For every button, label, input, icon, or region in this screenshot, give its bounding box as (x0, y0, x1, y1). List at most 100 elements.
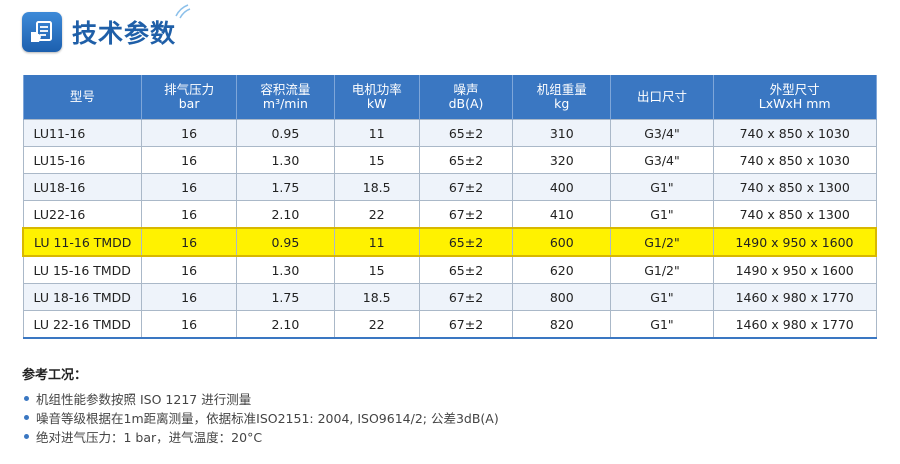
table-cell: 67±2 (418, 283, 514, 311)
table-row: LU 22-16 TMDD 16 2.10 22 67±2 820 G1" 1460 x 98… (22, 310, 877, 339)
table-cell: 67±2 (418, 310, 514, 339)
table-cell: 0.95 (235, 119, 335, 147)
model-cell: LU15-16 (22, 146, 143, 174)
table-cell: 16 (141, 255, 237, 284)
table-cell: 67±2 (418, 173, 514, 201)
table-cell: G1" (610, 283, 714, 311)
model-cell: LU18-16 (22, 173, 143, 201)
table-cell: 740 x 850 x 1030 (712, 119, 877, 147)
column-header-unit: kg (554, 96, 570, 111)
table-cell: 740 x 850 x 1300 (712, 200, 877, 229)
note-item: 噪音等级根据在1m距离测量，依据标准ISO2151: 2004, ISO9614… (22, 408, 499, 427)
table-cell: 1.30 (235, 255, 335, 284)
model-cell: LU 15-16 TMDD (22, 255, 143, 284)
table-cell: 15 (333, 146, 420, 174)
reference-conditions: 参考工况： 机组性能参数按照 ISO 1217 进行测量噪音等级根据在1m距离测… (22, 364, 499, 446)
page-title: 技术参数 (72, 19, 177, 48)
table-cell: 800 (512, 283, 612, 311)
table-cell: 1460 x 980 x 1770 (712, 283, 877, 311)
table-cell: 16 (141, 227, 237, 257)
table-row: LU11-16 16 0.95 11 65±2 310 G3/4" 740 x 850 x 1… (22, 119, 877, 147)
column-header-unit: bar (178, 96, 200, 111)
table-cell: G1" (610, 200, 714, 229)
table-cell: 2.10 (235, 200, 335, 229)
table-cell: 600 (512, 227, 612, 257)
column-header: 型号 (22, 75, 143, 120)
table-cell: 16 (141, 119, 237, 147)
column-header-label: 排气压力 (164, 82, 215, 97)
table-cell: 740 x 850 x 1030 (712, 146, 877, 174)
table-cell: 620 (512, 255, 612, 284)
table-cell: 67±2 (418, 200, 514, 229)
model-cell: LU22-16 (22, 200, 143, 229)
table-cell: 22 (333, 200, 420, 229)
table-cell: 1.30 (235, 146, 335, 174)
table-cell: 1490 x 950 x 1600 (712, 227, 877, 257)
column-header: 噪声 dB(A) (418, 75, 514, 120)
column-header-label: 型号 (69, 89, 95, 104)
table-cell: 16 (141, 146, 237, 174)
bullet-icon (24, 415, 29, 420)
table-cell: 0.95 (235, 227, 335, 257)
table-cell: 16 (141, 200, 237, 229)
table-cell: 22 (333, 310, 420, 339)
table-cell: 65±2 (418, 119, 514, 147)
column-header-label: 电机功率 (351, 82, 402, 97)
table-cell: 740 x 850 x 1300 (712, 173, 877, 201)
table-cell: 65±2 (418, 227, 514, 257)
table-cell: 1490 x 950 x 1600 (712, 255, 877, 284)
column-header: 机组重量 kg (512, 75, 612, 120)
table-cell: 16 (141, 173, 237, 201)
table-cell: G3/4" (610, 119, 714, 147)
table-cell: 16 (141, 283, 237, 311)
table-cell: 11 (333, 119, 420, 147)
column-header-label: 容积流量 (260, 82, 311, 97)
table-cell: 400 (512, 173, 612, 201)
document-hand-icon (22, 12, 62, 52)
table-cell: 15 (333, 255, 420, 284)
table-row: LU 18-16 TMDD 16 1.75 18.5 67±2 800 G1" 1460 x … (22, 283, 877, 311)
column-header-label: 外型尺寸 (769, 82, 820, 97)
table-cell: 18.5 (333, 173, 420, 201)
table-cell: 65±2 (418, 146, 514, 174)
table-row: LU18-16 16 1.75 18.5 67±2 400 G1" 740 x 850 x 1… (22, 173, 877, 201)
table-row-highlighted: LU 11-16 TMDD 16 0.95 11 65±2 600 G1/2" 1490 x … (22, 227, 877, 257)
column-header-unit: m³/min (262, 96, 308, 111)
model-cell: LU 22-16 TMDD (22, 310, 143, 339)
table-cell: 18.5 (333, 283, 420, 311)
table-cell: 1460 x 980 x 1770 (712, 310, 877, 339)
note-item: 机组性能参数按照 ISO 1217 进行测量 (22, 389, 499, 408)
table-cell: 310 (512, 119, 612, 147)
note-text: 噪音等级根据在1m距离测量，依据标准ISO2151: 2004, ISO9614… (36, 411, 499, 426)
bullet-icon (24, 396, 29, 401)
note-text: 机组性能参数按照 ISO 1217 进行测量 (36, 392, 252, 407)
model-cell: LU11-16 (22, 119, 143, 147)
table-row: LU 15-16 TMDD 16 1.30 15 65±2 620 G1/2" 1490 x … (22, 255, 877, 284)
table-header-row: 型号 排气压力 bar 容积流量 m³/min 电机功率 kW 噪声 dB(A) 机组重量 kg 出口… (22, 75, 877, 120)
table-cell: G1/2" (610, 227, 714, 257)
column-header: 电机功率 kW (333, 75, 420, 120)
table-cell: G1" (610, 173, 714, 201)
column-header: 出口尺寸 (610, 75, 714, 120)
column-header-label: 机组重量 (536, 82, 587, 97)
table-cell: 2.10 (235, 310, 335, 339)
specs-table: 型号 排气压力 bar 容积流量 m³/min 电机功率 kW 噪声 dB(A) 机组重量 kg 出口… (22, 75, 877, 339)
column-header-unit: kW (366, 96, 387, 111)
table-cell: G1" (610, 310, 714, 339)
column-header-label: 噪声 (453, 82, 479, 97)
column-header-unit: LxWxH mm (758, 96, 831, 111)
model-cell: LU 11-16 TMDD (22, 227, 143, 257)
table-cell: G1/2" (610, 255, 714, 284)
table-cell: 1.75 (235, 283, 335, 311)
table-cell: 320 (512, 146, 612, 174)
table-cell: 820 (512, 310, 612, 339)
column-header: 容积流量 m³/min (235, 75, 335, 120)
table-cell: G3/4" (610, 146, 714, 174)
table-row: LU15-16 16 1.30 15 65±2 320 G3/4" 740 x 850 x 1… (22, 146, 877, 174)
table-cell: 11 (333, 227, 420, 257)
table-cell: 410 (512, 200, 612, 229)
column-header-label: 出口尺寸 (636, 89, 687, 104)
column-header: 外型尺寸 LxWxH mm (712, 75, 877, 120)
table-cell: 1.75 (235, 173, 335, 201)
notes-title: 参考工况： (22, 368, 88, 383)
